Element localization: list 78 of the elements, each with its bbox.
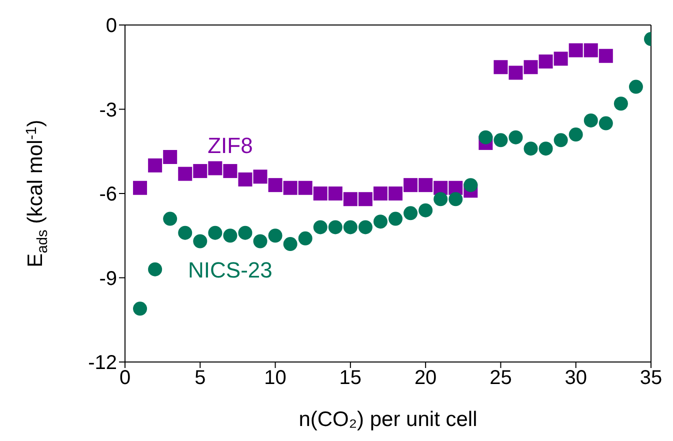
point	[313, 186, 328, 200]
point	[328, 220, 342, 234]
x-tick-label: 30	[564, 367, 587, 390]
point	[298, 231, 312, 246]
x-tick-label: 0	[119, 367, 131, 390]
x-tick-label: 10	[264, 367, 286, 390]
x-tick-label: 5	[194, 367, 206, 390]
point	[238, 172, 252, 186]
point	[614, 96, 628, 111]
point	[133, 180, 148, 195]
y-tick-label: -6	[99, 184, 117, 206]
point	[373, 214, 388, 229]
point	[178, 166, 192, 181]
point	[404, 206, 418, 220]
point	[434, 192, 448, 206]
series-label: NICS-23	[188, 257, 272, 282]
point	[584, 113, 598, 128]
point	[464, 178, 478, 192]
x-tick-label: 15	[339, 367, 362, 390]
point	[208, 161, 222, 176]
x-axis-title: n(CO₂) per unit cell	[298, 408, 478, 431]
point	[388, 212, 403, 226]
point	[343, 220, 358, 234]
series-label: ZIF8	[208, 132, 253, 158]
point	[298, 180, 312, 195]
point	[133, 302, 148, 316]
point	[193, 164, 208, 178]
point	[328, 186, 342, 200]
point	[313, 220, 328, 234]
y-tick-label: -12	[88, 352, 117, 374]
point	[448, 192, 463, 206]
y-tick-label: -9	[99, 268, 117, 290]
point	[538, 142, 553, 156]
point	[223, 228, 238, 243]
point	[163, 150, 178, 164]
point	[268, 178, 282, 192]
point	[494, 60, 508, 74]
point	[283, 180, 298, 195]
point	[494, 133, 508, 148]
point	[538, 54, 553, 69]
point	[508, 130, 523, 144]
point	[268, 228, 282, 243]
point	[148, 262, 162, 276]
point	[178, 226, 192, 240]
point	[223, 164, 238, 178]
point	[568, 43, 583, 58]
x-tick-label: 20	[414, 367, 437, 390]
point	[418, 203, 433, 218]
point	[253, 170, 268, 184]
x-tick-label: 35	[640, 367, 662, 390]
point	[598, 116, 613, 130]
point	[404, 178, 418, 192]
point	[358, 192, 372, 206]
point	[208, 226, 222, 240]
point	[524, 60, 538, 74]
point	[478, 130, 493, 144]
point	[598, 48, 613, 63]
point	[388, 186, 403, 200]
point	[343, 192, 358, 206]
point	[238, 226, 252, 240]
point	[418, 178, 433, 192]
point	[524, 142, 538, 156]
y-tick-label: 0	[106, 15, 117, 38]
y-tick-label: -3	[99, 99, 117, 122]
point	[193, 234, 208, 248]
point	[628, 80, 643, 94]
point	[373, 186, 388, 200]
point	[568, 128, 583, 142]
point	[253, 234, 268, 248]
point	[358, 220, 372, 234]
point	[584, 43, 598, 58]
point	[554, 52, 568, 66]
point	[283, 237, 298, 252]
x-tick-label: 25	[490, 367, 512, 390]
point	[148, 158, 162, 172]
point	[163, 212, 178, 226]
point	[508, 66, 523, 80]
point	[554, 133, 568, 148]
